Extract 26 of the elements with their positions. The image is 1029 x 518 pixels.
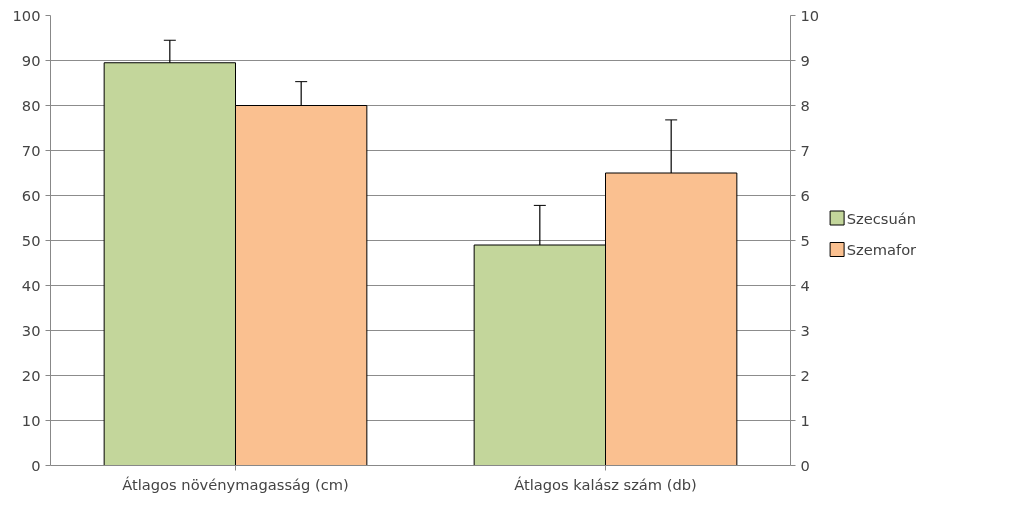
y2-tick-label: 3	[800, 321, 810, 339]
y-tick-label: 20	[21, 366, 41, 384]
legend-label: Szemafor	[846, 241, 918, 258]
y2-tick-label: 2	[800, 366, 810, 384]
legend-label: Szecsuán	[846, 209, 916, 227]
y2-tick-label: 7	[800, 141, 810, 159]
y-tick-label: 30	[21, 321, 41, 339]
y2-tick-label: 5	[800, 231, 810, 249]
y-tick-label: 90	[21, 51, 41, 69]
y2-tick-label: 8	[800, 96, 810, 114]
y2-tick-label: 4	[800, 276, 810, 294]
y-tick-label: 60	[21, 186, 41, 204]
y-tick-label: 10	[21, 411, 41, 429]
y-tick-label: 50	[21, 231, 41, 249]
y-tick-label: 100	[12, 6, 41, 24]
y2-tick-label: 1	[800, 411, 810, 429]
y-tick-label: 80	[21, 96, 41, 114]
y2-tick-label: 10	[800, 6, 820, 24]
y-tick-label: 40	[21, 276, 41, 294]
x-tick-label: Átlagos növénymagasság (cm)	[122, 475, 349, 493]
y2-tick-label: 6	[800, 186, 810, 204]
y-tick-label: 0	[31, 456, 41, 474]
x-tick-label: Átlagos kalász szám (db)	[514, 475, 697, 493]
y2-tick-label: 9	[800, 51, 810, 69]
y-tick-label: 70	[21, 141, 41, 159]
y2-tick-label: 0	[800, 456, 810, 474]
